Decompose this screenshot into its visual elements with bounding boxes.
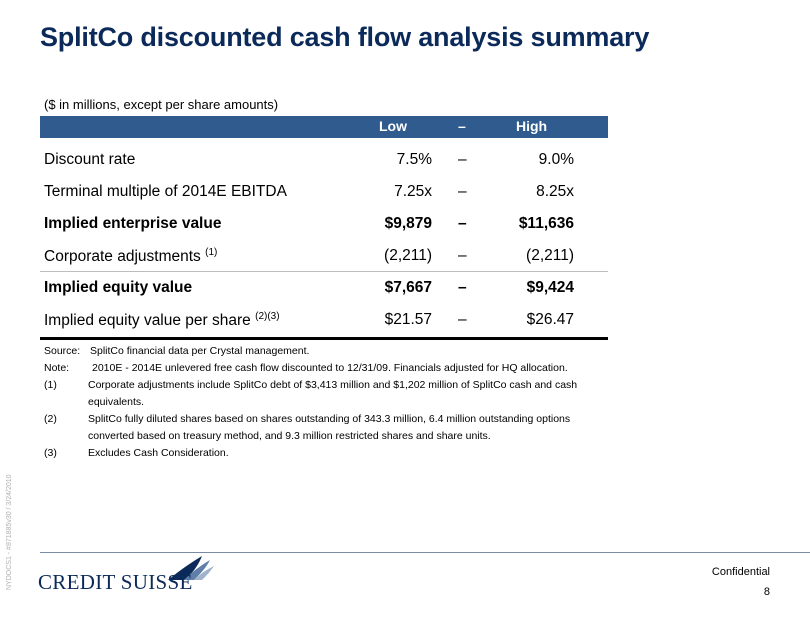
row-high-value: $9,424: [526, 279, 574, 296]
row-label: Implied equity value per share (2)(3): [44, 311, 280, 330]
table-header-bar: [40, 116, 608, 138]
row-high-value: $26.47: [526, 311, 574, 328]
row-label-text: Corporate adjustments: [44, 248, 201, 266]
document-id-text: NYDOCS1 - #871885v30 / 3/24/2010: [6, 474, 13, 590]
note-key: Source:: [44, 345, 81, 357]
row-label: Implied equity value: [44, 279, 193, 296]
footnote-ref: (2)(3): [255, 311, 280, 322]
confidential-label: Confidential: [711, 566, 770, 578]
note-text: SplitCo fully diluted shares based on sh…: [88, 413, 571, 425]
note-text: SplitCo financial data per Crystal manag…: [90, 345, 310, 357]
table-row: Discount rate 7.5% – 9.0%: [0, 151, 810, 181]
row-dash: –: [458, 151, 467, 168]
table-bottom-rule: [40, 337, 608, 340]
table-row: Terminal multiple of 2014E EBITDA 7.25x …: [0, 183, 810, 213]
row-low-value: 7.5%: [396, 151, 432, 168]
note-text: Corporate adjustments include SplitCo de…: [88, 379, 578, 391]
note-text: equivalents.: [88, 396, 145, 408]
row-dash: –: [458, 215, 467, 232]
footer-divider: [40, 552, 810, 553]
note-text: converted based on treasury method, and …: [88, 430, 491, 442]
row-label: Implied enterprise value: [44, 215, 222, 232]
header-high: High: [516, 118, 548, 134]
row-divider: [40, 271, 608, 272]
row-dash: –: [458, 247, 467, 264]
row-dash: –: [458, 311, 467, 328]
row-low-value: $9,879: [384, 215, 432, 232]
note-text: Excludes Cash Consideration.: [88, 447, 229, 459]
row-label-text: Implied equity value per share: [44, 312, 251, 330]
table-row: Corporate adjustments (1) (2,211) – (2,2…: [0, 247, 810, 277]
table-row: Implied equity value $7,667 – $9,424: [0, 279, 810, 309]
row-high-value: $11,636: [518, 215, 574, 232]
note-text: 2010E - 2014E unlevered free cash flow d…: [92, 362, 568, 374]
logo-wordmark: Credit Suisse: [38, 570, 193, 594]
page-title: SplitCo discounted cash flow analysis su…: [40, 22, 650, 52]
row-high-value: (2,211): [526, 247, 574, 264]
header-low: Low: [379, 118, 407, 134]
note-key: (2): [44, 413, 57, 425]
units-note: ($ in millions, except per share amounts…: [44, 97, 279, 112]
row-label: Terminal multiple of 2014E EBITDA: [44, 183, 287, 200]
row-low-value: $7,667: [384, 279, 432, 296]
note-key: Note:: [44, 362, 70, 374]
row-low-value: (2,211): [384, 247, 432, 264]
row-low-value: 7.25x: [394, 183, 432, 200]
credit-suisse-logo: Credit Suisse: [38, 556, 214, 594]
header-dash: –: [458, 118, 466, 134]
row-high-value: 8.25x: [536, 183, 574, 200]
table-row: Implied equity value per share (2)(3) $2…: [0, 311, 810, 341]
row-high-value: 9.0%: [538, 151, 574, 168]
note-key: (1): [44, 379, 57, 391]
table-row: Implied enterprise value $9,879 – $11,63…: [0, 215, 810, 245]
footnote-ref: (1): [205, 247, 218, 258]
sail-logo-icon: [168, 556, 214, 580]
row-dash: –: [458, 183, 467, 200]
row-label: Discount rate: [44, 151, 136, 168]
row-low-value: $21.57: [384, 311, 432, 328]
row-label: Corporate adjustments (1): [44, 247, 217, 266]
row-dash: –: [458, 279, 467, 296]
page-number: 8: [763, 586, 770, 598]
note-key: (3): [44, 447, 57, 459]
